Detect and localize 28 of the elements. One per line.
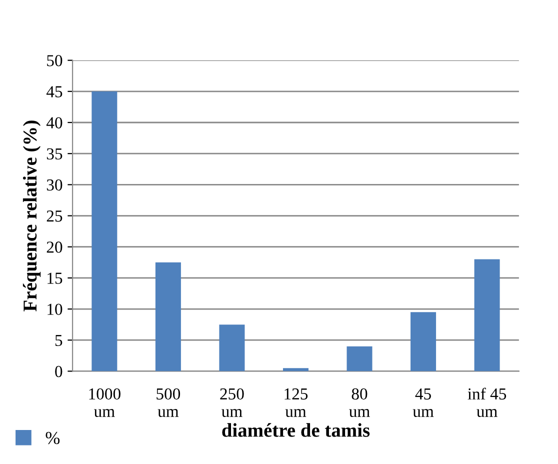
- x-tick-label: 250 um: [220, 388, 244, 418]
- x-tick-label: 125 um: [284, 388, 308, 418]
- y-tick-label: 50: [47, 55, 62, 66]
- x-tick-label: inf 45 um: [468, 388, 506, 418]
- bar: [282, 368, 308, 372]
- x-tick-label: 45 um: [412, 388, 434, 418]
- legend-label: %: [46, 432, 60, 444]
- x-tick-label: 80 um: [349, 388, 370, 418]
- bar: [346, 346, 372, 372]
- y-axis-title: Fréquence relative (%): [22, 120, 41, 312]
- bar: [219, 324, 245, 372]
- y-tick-label: 30: [46, 179, 62, 191]
- y-tick-label: 45: [46, 86, 62, 98]
- y-tick-label: 35: [46, 148, 62, 160]
- y-tick-label: 25: [46, 210, 62, 222]
- bar: [155, 262, 181, 372]
- bar: [474, 259, 500, 372]
- bar: [92, 91, 118, 372]
- y-tick-label: 10: [48, 304, 62, 315]
- x-tick-label: 1000 um: [89, 388, 120, 418]
- y-tick-label: 5: [55, 334, 62, 346]
- x-tick-label: 500 um: [156, 388, 180, 418]
- bar: [410, 312, 436, 372]
- y-tick-label: 40: [46, 117, 62, 128]
- y-tick-label: 20: [46, 242, 62, 253]
- y-tick-label: 15: [48, 272, 62, 284]
- x-axis-title: diamétre de tamis: [222, 423, 370, 437]
- y-tick-label: 0: [55, 366, 62, 378]
